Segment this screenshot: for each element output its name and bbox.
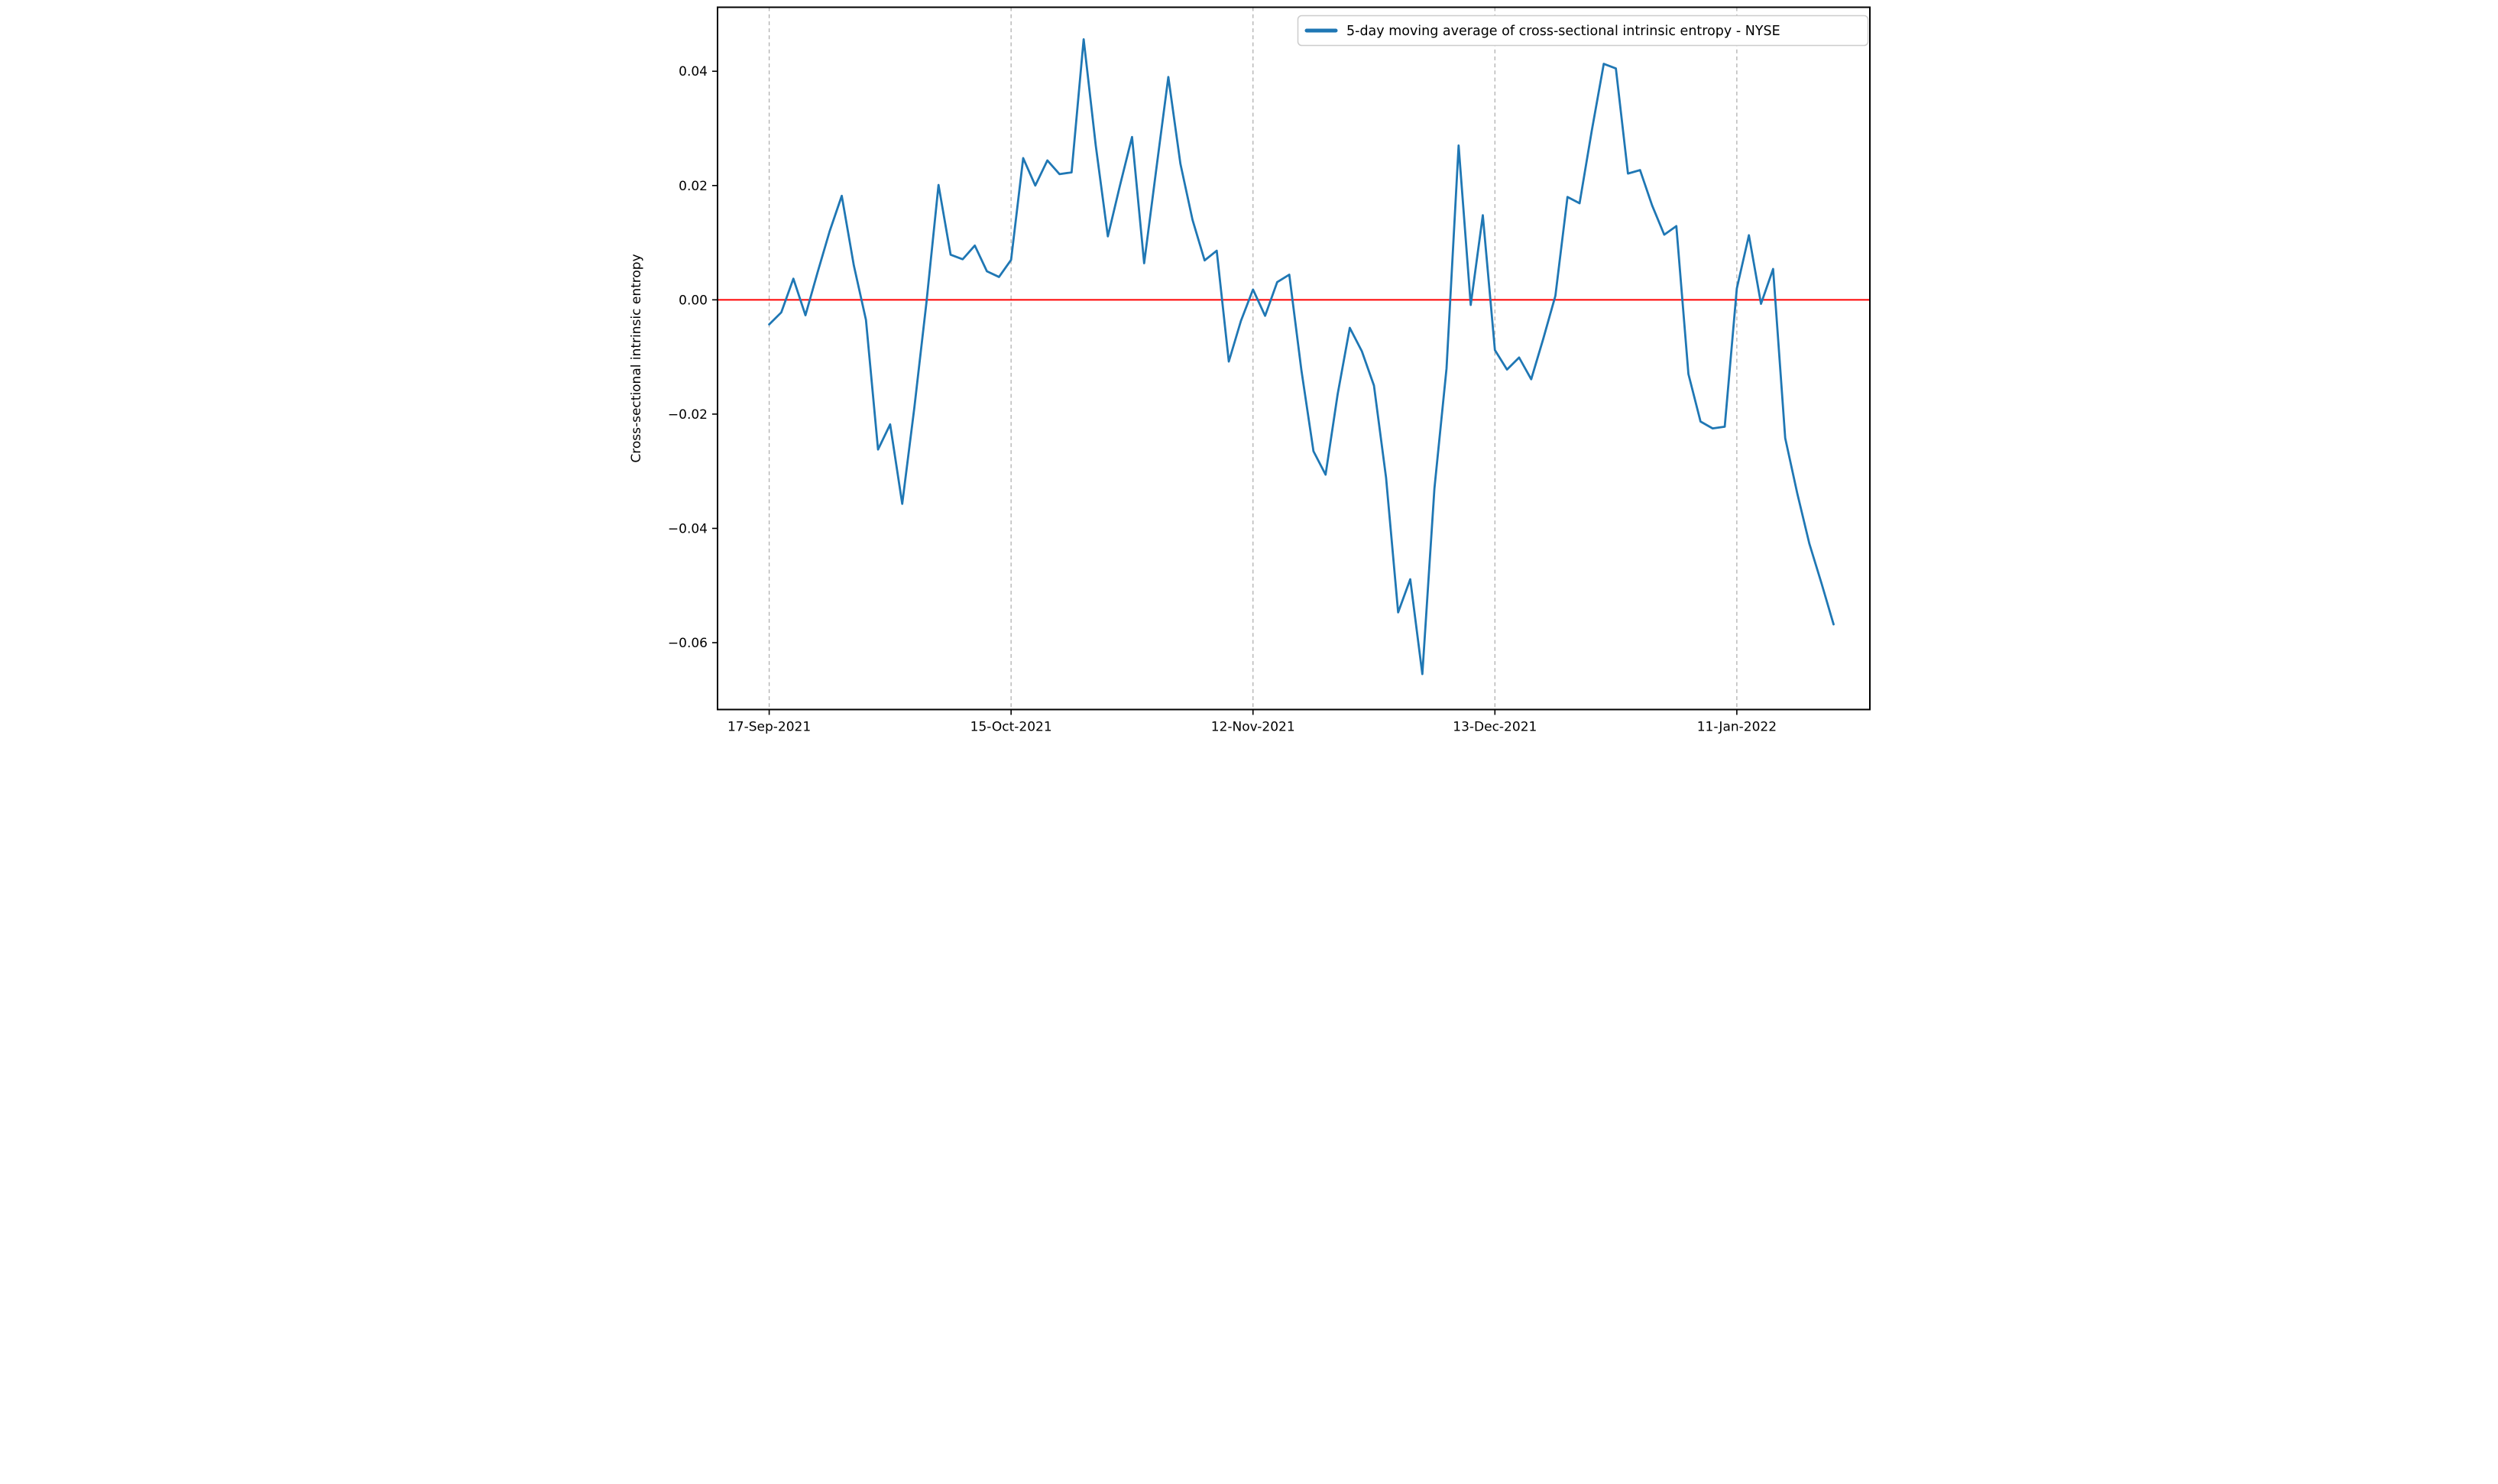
legend-group: 5-day moving average of cross-sectional … — [1297, 15, 1868, 47]
y-tick-label-0.00: 0.00 — [679, 293, 708, 308]
y-tick-label-0.04: 0.04 — [679, 64, 708, 79]
x-tick-label-13-Dec-2021: 13-Dec-2021 — [1453, 720, 1537, 735]
axes-group — [716, 6, 1871, 711]
entropy-line-chart: 17-Sep-2021 15-Oct-2021 12-Nov-2021 13-Dec-… — [629, 6, 1871, 735]
y-tick-label-0.02: 0.02 — [679, 179, 708, 194]
y-tick-label-−0.02: −0.02 — [667, 407, 707, 423]
y-tick-label-−0.04: −0.04 — [667, 521, 707, 536]
plot-border-spines — [716, 6, 1871, 711]
x-tick-label-11-Jan-2022: 11-Jan-2022 — [1696, 720, 1776, 735]
legend-entry-label: 5-day moving average of cross-sectional … — [1346, 24, 1780, 39]
figure: 17-Sep-2021 15-Oct-2021 12-Nov-2021 13-Dec-… — [624, 0, 1874, 742]
series-line-nyse-entropy — [767, 37, 1835, 676]
y-tick-label-−0.06: −0.06 — [667, 636, 707, 651]
legend-box — [1297, 15, 1868, 47]
series-group — [767, 37, 1835, 676]
y-ticks-group: 0.04 0.02 0.00 −0.02 −0.04 −0.06 — [667, 64, 718, 651]
x-tick-label-17-Sep-2021: 17-Sep-2021 — [727, 720, 810, 735]
x-tick-label-12-Nov-2021: 12-Nov-2021 — [1210, 720, 1294, 735]
y-axis-title: Cross-sectional intrinsic entropy — [629, 254, 644, 462]
y-axis-label-group: Cross-sectional intrinsic entropy — [629, 254, 644, 462]
gridlines-group — [768, 7, 1738, 710]
x-tick-label-15-Oct-2021: 15-Oct-2021 — [970, 720, 1051, 735]
x-ticks-group: 17-Sep-2021 15-Oct-2021 12-Nov-2021 13-Dec-… — [727, 709, 1777, 735]
